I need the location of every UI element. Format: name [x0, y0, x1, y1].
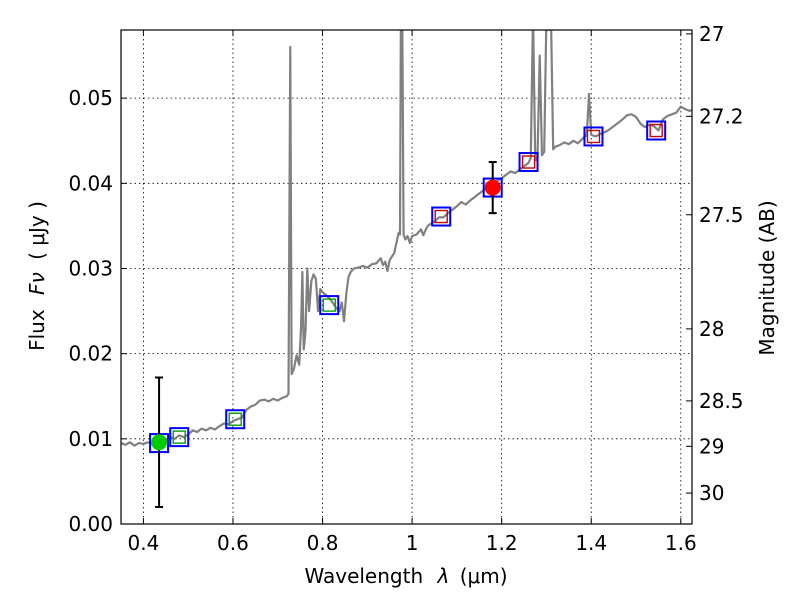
square-marker [319, 295, 340, 316]
x-axis-label: Wavelength λ (μm) [304, 564, 507, 588]
square-marker [225, 409, 246, 430]
square-marker [172, 430, 186, 444]
x-tick-label: 1 [406, 531, 419, 555]
data-layer [121, 30, 692, 508]
square-marker [228, 412, 242, 426]
y-tick-label: 0.00 [68, 512, 113, 536]
y2-tick-label: 29 [699, 434, 724, 458]
y-tick-label: 0.05 [68, 86, 113, 110]
square-marker [322, 298, 336, 312]
y-tick-label: 0.02 [68, 342, 113, 366]
measurement-point [484, 179, 501, 196]
square-marker [646, 120, 667, 141]
y2-tick-label: 27.2 [699, 104, 744, 128]
y2-tick-label: 27 [699, 22, 724, 46]
x-tick-label: 1.4 [575, 531, 607, 555]
x-tick-label: 0.8 [307, 531, 339, 555]
tick-labels: 0.4 0.6 0.8 1 1.2 1.4 1.6 0.00 0.01 0.02 0.03 0.04 0… [68, 22, 743, 555]
x-tick-label: 1.2 [486, 531, 518, 555]
x-tick-label: 0.6 [217, 531, 249, 555]
plot-frame [120, 29, 693, 525]
square-marker [169, 427, 190, 448]
measurement-point [151, 434, 168, 451]
tick-marks [121, 30, 692, 525]
square-marker [586, 129, 601, 144]
y2-tick-label: 27.5 [699, 203, 744, 227]
grid-lines [121, 30, 692, 524]
y-tick-label: 0.03 [68, 256, 113, 280]
y2-tick-label: 28 [699, 317, 724, 341]
x-tick-label: 0.4 [127, 531, 159, 555]
y2-tick-label: 28.5 [699, 389, 744, 413]
y2-axis-label: Magnitude (AB) [755, 200, 779, 355]
square-marker [521, 155, 536, 169]
square-marker [649, 123, 663, 138]
y-axis-label: Flux Fν ( μJy ) [25, 201, 49, 351]
y-tick-label: 0.04 [68, 171, 113, 195]
y-axis-label-symbol: Fν [25, 272, 49, 295]
square-marker [431, 206, 452, 227]
square-marker [518, 152, 539, 173]
y-tick-label: 0.01 [68, 427, 113, 451]
square-marker [583, 126, 604, 147]
x-axis-label-text: Wavelength [304, 564, 423, 588]
sed-line [121, 30, 692, 447]
y2-tick-label: 30 [699, 481, 724, 505]
x-axis-label-symbol: λ [437, 564, 450, 588]
y-axis-label-text: Flux [25, 309, 49, 351]
x-axis-label-unit: (μm) [460, 564, 508, 588]
square-marker [434, 209, 448, 224]
x-tick-label: 1.6 [665, 531, 697, 555]
y-axis-label-unit: ( μJy ) [25, 201, 49, 260]
